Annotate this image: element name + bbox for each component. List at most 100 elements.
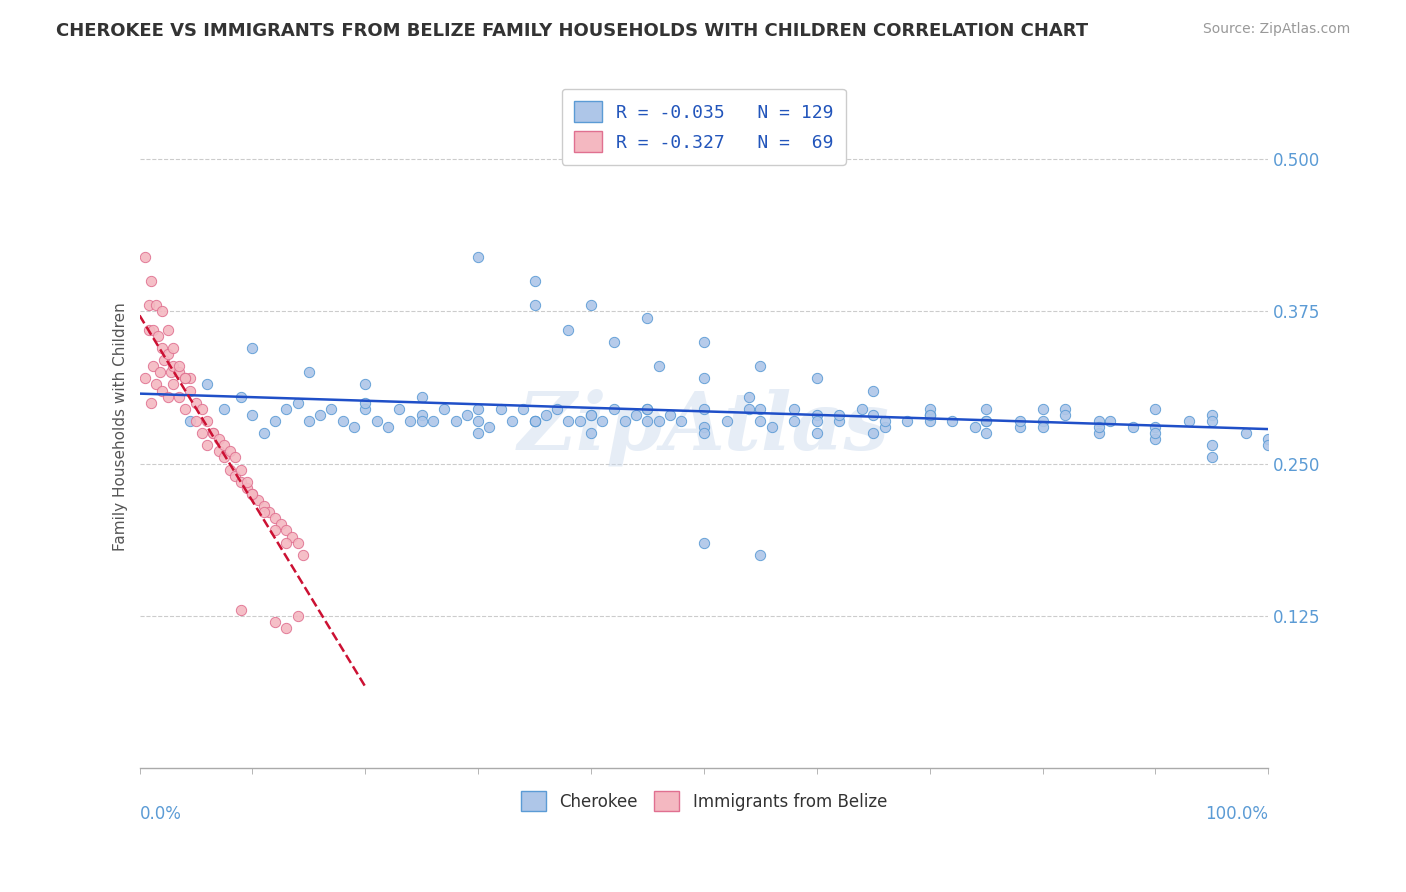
Point xyxy=(156,390,179,404)
Point xyxy=(173,371,195,385)
Point xyxy=(1088,426,1111,441)
Point xyxy=(648,359,671,374)
Point xyxy=(749,359,772,374)
Point xyxy=(411,414,433,428)
Point xyxy=(195,438,218,452)
Point xyxy=(1144,432,1167,446)
Point xyxy=(156,347,179,361)
Point xyxy=(637,310,659,325)
Point xyxy=(218,444,240,458)
Point xyxy=(162,341,184,355)
Point xyxy=(749,401,772,416)
Point xyxy=(1099,414,1122,428)
Point xyxy=(1257,438,1279,452)
Point xyxy=(150,384,173,398)
Text: Source: ZipAtlas.com: Source: ZipAtlas.com xyxy=(1202,22,1350,37)
Point xyxy=(287,395,309,409)
Point xyxy=(693,334,716,349)
Point xyxy=(146,328,169,343)
Point xyxy=(783,414,806,428)
Point xyxy=(963,420,986,434)
Point xyxy=(624,408,647,422)
Point xyxy=(212,438,235,452)
Point xyxy=(190,401,212,416)
Point xyxy=(896,414,918,428)
Point xyxy=(941,414,963,428)
Point xyxy=(1088,414,1111,428)
Point xyxy=(489,401,512,416)
Point xyxy=(150,304,173,318)
Point xyxy=(287,535,309,549)
Point xyxy=(173,371,195,385)
Point xyxy=(918,408,941,422)
Point xyxy=(613,414,636,428)
Point xyxy=(242,487,264,501)
Point xyxy=(637,401,659,416)
Point xyxy=(579,298,602,312)
Text: ZipAtlas: ZipAtlas xyxy=(517,388,890,466)
Point xyxy=(167,365,190,379)
Point xyxy=(523,274,546,288)
Point xyxy=(184,414,207,428)
Point xyxy=(1032,420,1054,434)
Point xyxy=(162,377,184,392)
Point xyxy=(229,390,252,404)
Point xyxy=(1008,420,1031,434)
Legend: Cherokee, Immigrants from Belize: Cherokee, Immigrants from Belize xyxy=(510,781,897,821)
Point xyxy=(828,414,851,428)
Point xyxy=(1032,401,1054,416)
Point xyxy=(292,548,315,562)
Point xyxy=(974,414,997,428)
Point xyxy=(1144,401,1167,416)
Point xyxy=(247,493,270,508)
Point xyxy=(1201,414,1223,428)
Point xyxy=(321,401,343,416)
Point xyxy=(828,408,851,422)
Point xyxy=(693,426,716,441)
Point xyxy=(145,298,167,312)
Point xyxy=(568,414,591,428)
Point xyxy=(444,414,467,428)
Point xyxy=(309,408,332,422)
Point xyxy=(281,529,304,543)
Point xyxy=(195,414,218,428)
Point xyxy=(1178,414,1201,428)
Point xyxy=(422,414,444,428)
Point xyxy=(253,505,276,519)
Point xyxy=(1201,408,1223,422)
Point xyxy=(1032,414,1054,428)
Point xyxy=(783,401,806,416)
Point xyxy=(242,341,264,355)
Point xyxy=(264,511,287,525)
Point xyxy=(1234,426,1257,441)
Point xyxy=(207,432,229,446)
Point xyxy=(557,414,579,428)
Point xyxy=(974,426,997,441)
Point xyxy=(264,615,287,629)
Point xyxy=(207,444,229,458)
Point xyxy=(229,602,252,616)
Point xyxy=(162,359,184,374)
Point xyxy=(918,408,941,422)
Point xyxy=(149,365,172,379)
Text: 0.0%: 0.0% xyxy=(139,805,181,823)
Point xyxy=(142,359,165,374)
Point xyxy=(150,341,173,355)
Point xyxy=(253,499,276,513)
Point xyxy=(523,298,546,312)
Point xyxy=(236,475,259,489)
Point xyxy=(212,401,235,416)
Point xyxy=(138,298,160,312)
Point xyxy=(377,420,399,434)
Point xyxy=(212,450,235,465)
Point xyxy=(276,535,298,549)
Y-axis label: Family Households with Children: Family Households with Children xyxy=(114,302,128,551)
Point xyxy=(343,420,366,434)
Point xyxy=(411,390,433,404)
Point xyxy=(139,395,162,409)
Point xyxy=(749,548,772,562)
Point xyxy=(134,250,156,264)
Point xyxy=(512,401,534,416)
Point xyxy=(862,426,884,441)
Point xyxy=(156,323,179,337)
